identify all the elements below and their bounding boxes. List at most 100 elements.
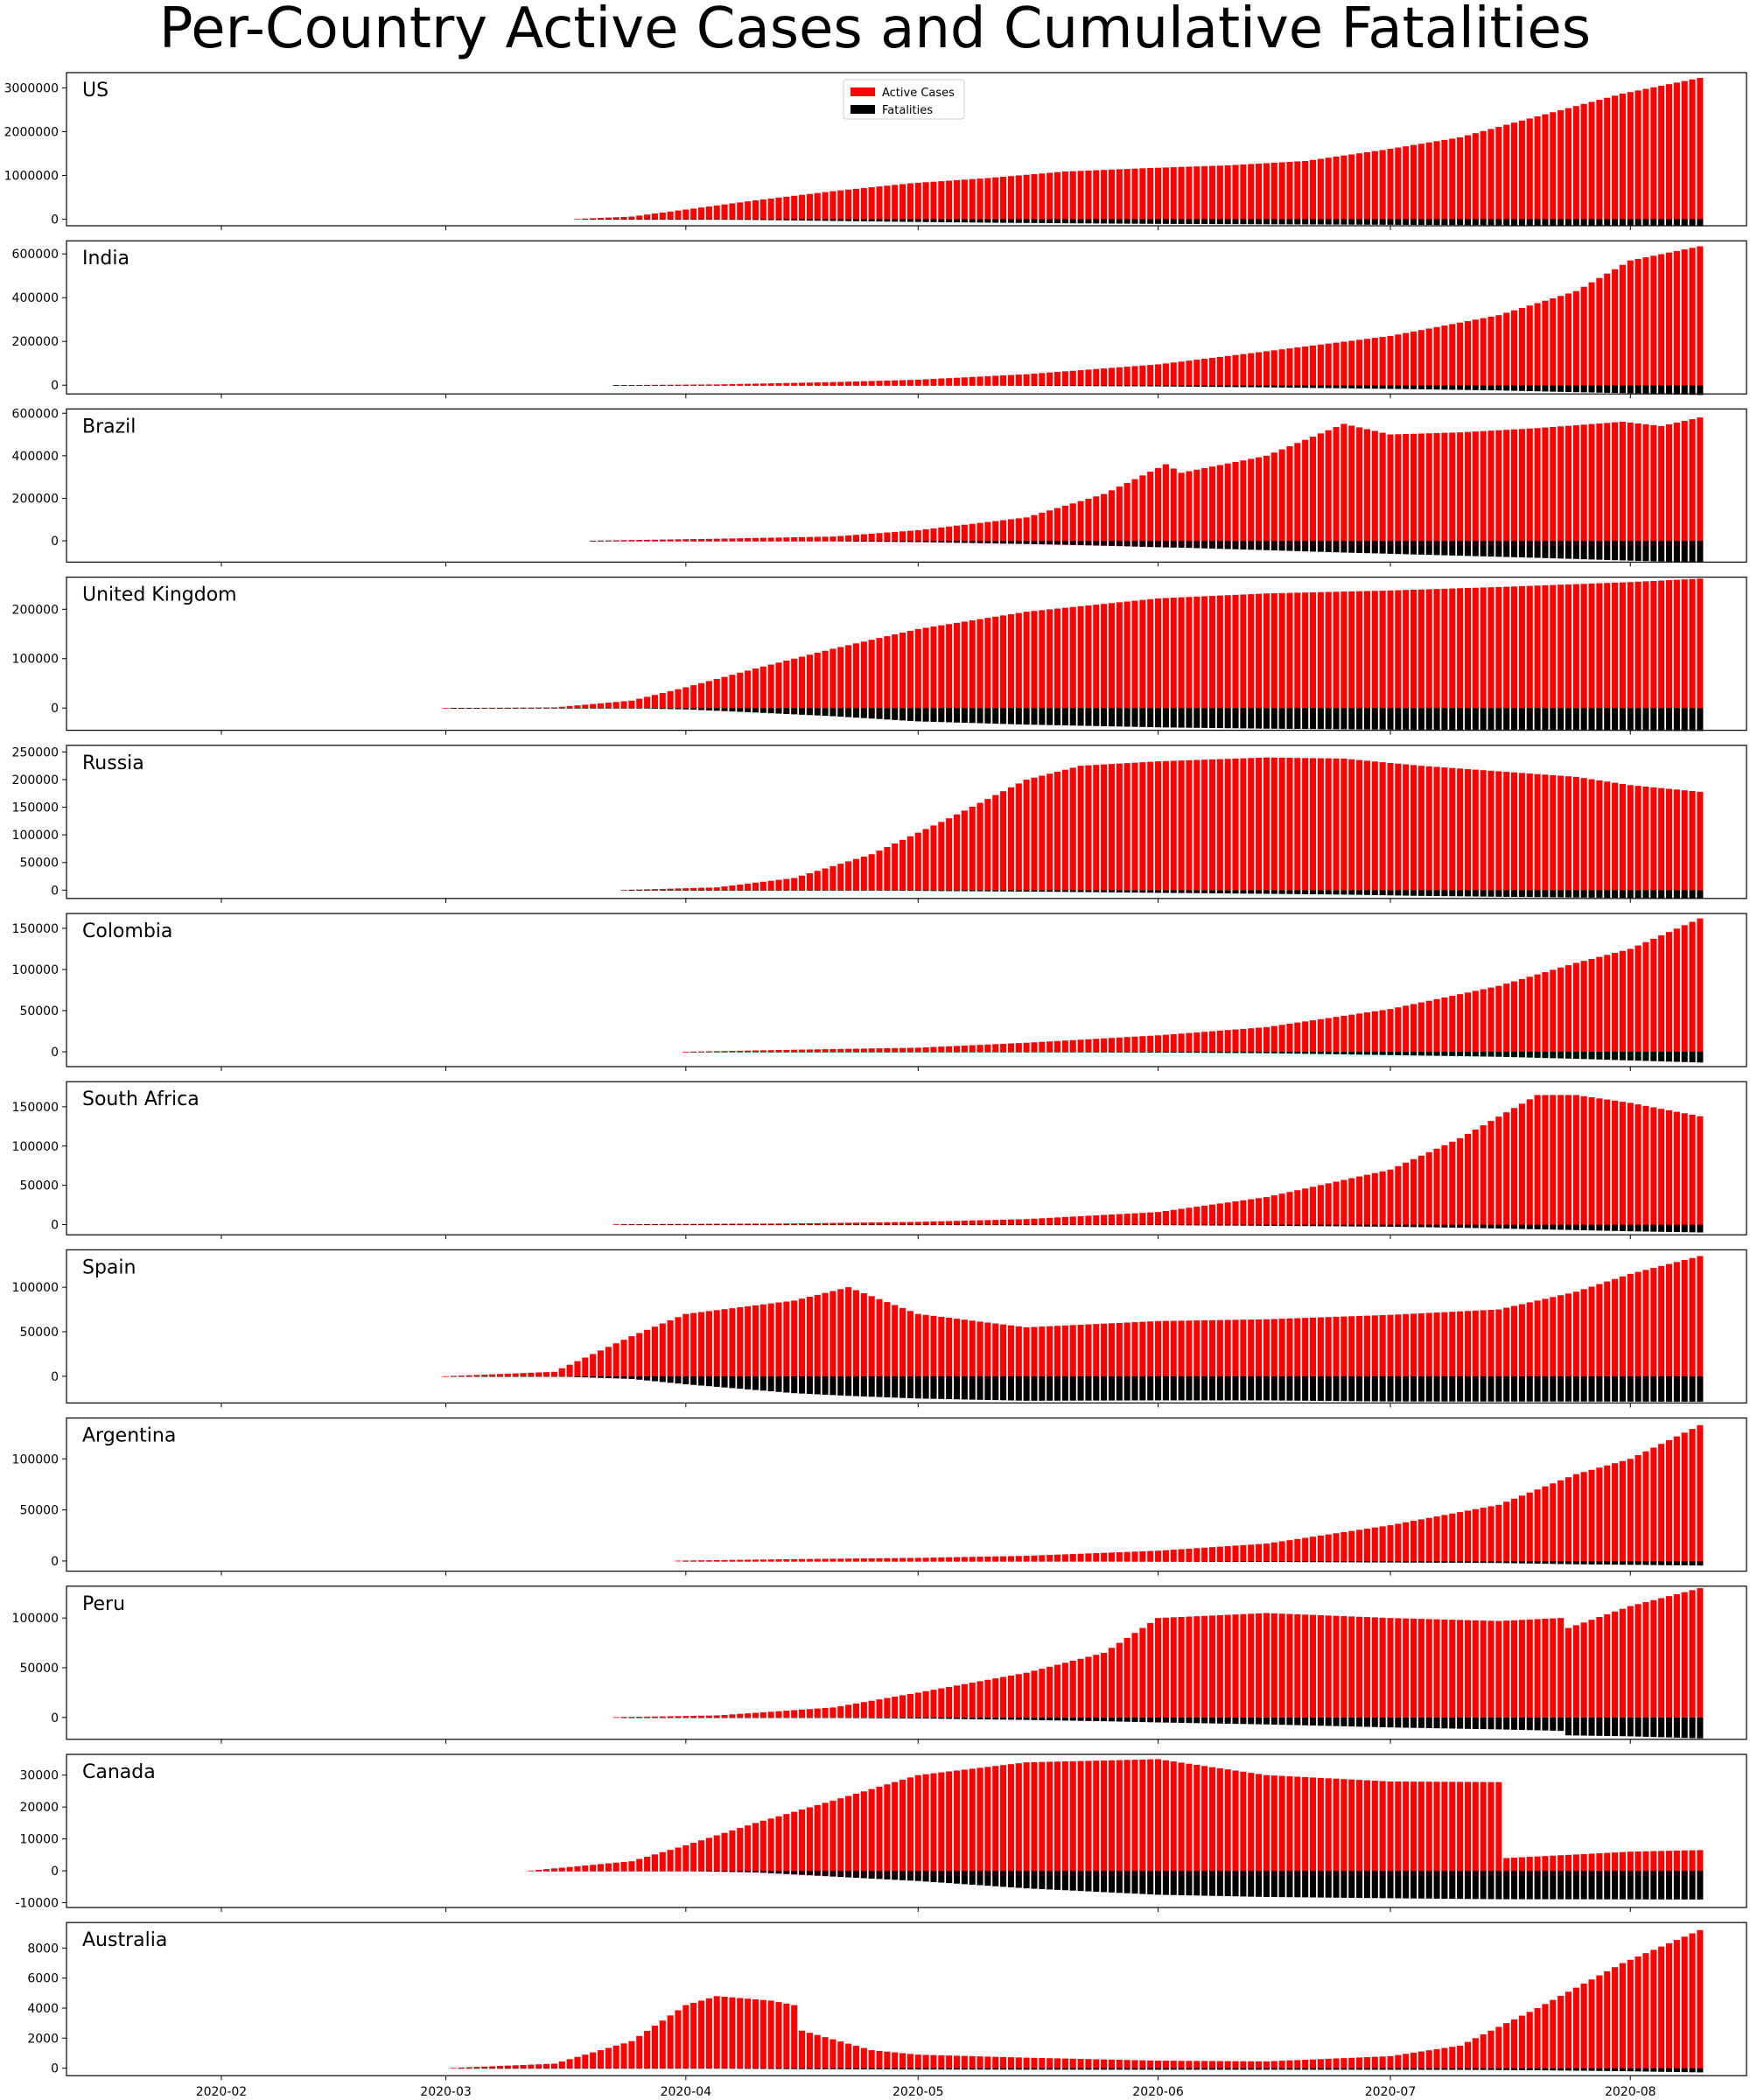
fatality-bar (1263, 1717, 1270, 1725)
active-bar (1139, 475, 1146, 542)
active-bar (892, 1222, 899, 1225)
fatality-bar (760, 1224, 766, 1226)
fatality-bar (590, 541, 597, 542)
fatality-bar (1395, 1224, 1402, 1228)
y-tick-label: -10000 (15, 1897, 59, 1911)
active-bar (1425, 1000, 1432, 1053)
active-bar (837, 382, 844, 386)
active-bar (1101, 170, 1108, 220)
fatality-bar (550, 708, 557, 709)
fatality-bar (892, 1560, 899, 1562)
active-bar (1588, 1097, 1595, 1225)
fatality-bar (590, 708, 597, 709)
active-bar (1580, 1983, 1587, 2068)
active-bar (1681, 1260, 1688, 1376)
fatality-bar (845, 708, 852, 718)
fatality-bar (705, 541, 712, 542)
active-bar (1270, 1319, 1278, 1376)
fatality-bar (1403, 1224, 1410, 1228)
active-bar (1248, 1320, 1255, 1376)
active-bar (1457, 994, 1464, 1053)
active-bar (1340, 2058, 1348, 2068)
active-bar (961, 1320, 968, 1376)
active-bar (852, 1048, 860, 1053)
fatality-bar (745, 1871, 752, 1872)
active-bar (1642, 1451, 1649, 1561)
active-bar (1681, 925, 1688, 1053)
active-bar (713, 538, 720, 542)
active-bar (729, 538, 736, 542)
fatality-bar (1256, 1717, 1263, 1725)
active-bar (1023, 517, 1030, 542)
fatality-bar (1232, 1871, 1239, 1897)
active-bar (860, 2048, 867, 2068)
active-bar (1518, 429, 1525, 542)
fatality-bar (984, 1376, 991, 1400)
active-bar (845, 1704, 852, 1718)
fatality-bar (1224, 1376, 1231, 1401)
legend-label-fatalities: Fatalities (882, 104, 933, 117)
fatality-bar (729, 1224, 736, 1226)
active-bar (946, 1046, 953, 1053)
active-bar (1170, 1550, 1177, 1561)
y-tick-label: 30000 (19, 1769, 59, 1783)
fatality-bar (1155, 385, 1162, 387)
fatality-bar (628, 1871, 635, 1872)
active-bar (1069, 606, 1076, 709)
fatality-bar (1101, 1871, 1108, 1893)
fatality-bar (1201, 1871, 1208, 1896)
active-bar (473, 2067, 480, 2068)
active-bar (822, 1049, 829, 1053)
active-bar (1031, 1042, 1038, 1053)
active-bar (752, 1559, 760, 1561)
active-bar (1278, 449, 1285, 542)
active-bar (1518, 1304, 1525, 1376)
active-bar (1363, 760, 1370, 891)
active-bar (1441, 432, 1448, 542)
active-bar (860, 1791, 867, 1872)
fatality-bar (1580, 890, 1587, 898)
active-bar (1162, 1320, 1169, 1376)
active-bar (1162, 598, 1169, 709)
active-bar (1371, 1527, 1378, 1561)
active-bar (1550, 426, 1557, 542)
active-bar (799, 536, 806, 542)
active-bar (900, 1307, 906, 1376)
fatality-bar (651, 708, 658, 710)
active-bar (644, 889, 651, 891)
active-bar (830, 191, 836, 220)
active-bar (1658, 1265, 1665, 1376)
active-bar (1302, 1188, 1309, 1225)
fatality-bar (1325, 1376, 1332, 1402)
fatality-bar (1240, 1376, 1247, 1401)
active-bar (1596, 100, 1603, 220)
active-bar (799, 1810, 806, 1872)
active-bar (1449, 324, 1456, 386)
active-bar (1124, 1037, 1130, 1053)
fatality-bar (1317, 1871, 1324, 1898)
fatality-bar (783, 890, 790, 891)
active-bar (675, 1847, 682, 1872)
active-bar (1673, 579, 1680, 709)
active-bar (1511, 310, 1518, 386)
active-bar (1240, 594, 1247, 709)
fatality-bar (1208, 708, 1216, 728)
fatality-bar (892, 2068, 899, 2070)
active-bar (775, 2002, 782, 2068)
active-bar (884, 636, 891, 709)
active-bar (1194, 1320, 1200, 1376)
active-bar (876, 638, 883, 709)
fatality-bar (1093, 1052, 1100, 1053)
fatality-bar (1387, 708, 1394, 730)
fatality-bar (667, 1224, 674, 1226)
fatality-bar (1170, 541, 1177, 548)
active-bar (892, 2052, 899, 2068)
fatality-bar (814, 1376, 821, 1395)
panel-frame (66, 576, 1747, 732)
figure-title: Per-Country Active Cases and Cumulative … (158, 0, 1592, 61)
active-bar (1472, 319, 1479, 386)
fatality-bar (1216, 2068, 1223, 2070)
active-bar (1387, 1618, 1394, 1718)
fatality-bar (1449, 219, 1456, 226)
